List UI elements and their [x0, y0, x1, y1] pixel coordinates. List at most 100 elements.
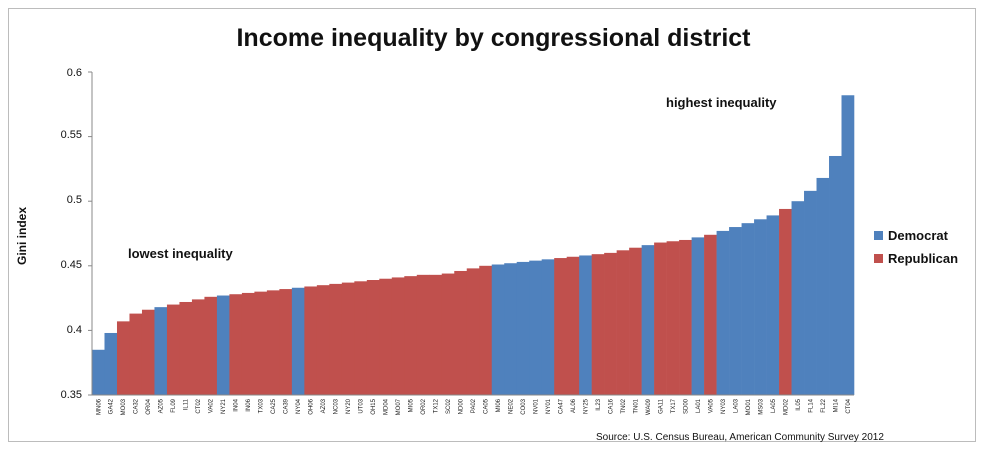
bar-ND00: [454, 270, 468, 395]
x-tick-label: CO03: [521, 398, 527, 414]
legend-item-democrat: Democrat: [874, 228, 958, 243]
bar-NE02: [504, 263, 518, 395]
bar-VA02: [204, 296, 218, 395]
x-tick-label: LA03: [733, 398, 739, 413]
x-tick-label: CA05: [483, 398, 489, 414]
x-tick-label: FL22: [821, 398, 827, 412]
bar-OH15: [366, 280, 380, 395]
x-tick-label: ND00: [459, 398, 465, 414]
bar-GA42: [104, 332, 118, 395]
x-tick-label: NY03: [721, 398, 727, 414]
x-tick-label: CT02: [196, 398, 202, 413]
x-tick-label: AZ03: [321, 398, 327, 413]
bar-AZ05: [154, 307, 168, 395]
x-tick-label: MN06: [96, 398, 102, 415]
x-tick-label: AL06: [571, 398, 577, 413]
bar-MD04: [379, 278, 393, 395]
bar-MI05: [404, 276, 418, 395]
x-tick-label: MO03: [121, 398, 127, 415]
bar-OR04: [141, 309, 155, 395]
y-tick-label: 0.4: [66, 324, 82, 336]
bar-FL14: [804, 190, 817, 395]
y-tick-label: 0.45: [60, 259, 82, 271]
bar-FL22: [816, 177, 830, 395]
x-tick-label: SC02: [446, 398, 452, 414]
bar-SC02: [441, 273, 455, 395]
bar-NY03: [716, 230, 730, 395]
x-tick-label: NY01: [546, 398, 552, 414]
bar-CT02: [191, 299, 205, 395]
x-tick-label: TN01: [633, 398, 639, 413]
x-tick-label: VA05: [708, 398, 714, 413]
bar-FL09: [166, 304, 180, 395]
bar-NC03: [329, 283, 343, 395]
source-note: Source: U.S. Census Bureau, American Com…: [596, 432, 884, 443]
legend-label: Democrat: [888, 228, 948, 243]
x-tick-label: MI05: [409, 398, 415, 412]
bar-TX12: [429, 274, 443, 395]
bar-MI14: [829, 155, 842, 395]
x-tick-label: NY25: [583, 398, 589, 414]
x-tick-label: TX03: [259, 398, 265, 413]
x-tick-label: NY21: [221, 398, 227, 414]
x-tick-label: CT04: [846, 398, 852, 413]
bar-CT04: [841, 95, 855, 395]
bar-MO07: [391, 277, 405, 395]
legend-item-republican: Republican: [874, 251, 958, 266]
x-tick-label: MD02: [783, 398, 789, 415]
x-tick-label: MD04: [384, 398, 390, 415]
x-tick-label: TX12: [434, 398, 440, 413]
bar-MD02: [779, 208, 792, 395]
x-tick-label: IN04: [234, 398, 240, 411]
x-tick-label: SD00: [683, 398, 689, 414]
bar-IL23: [591, 254, 605, 395]
bar-AZ03: [316, 285, 330, 395]
legend-label: Republican: [888, 251, 959, 266]
bar-CA32: [129, 313, 143, 395]
legend-swatch-republican: [874, 254, 883, 263]
bar-MI06: [491, 264, 505, 395]
x-tick-label: FL09: [171, 398, 177, 412]
bar-AL06: [566, 256, 580, 395]
bar-NY04: [291, 287, 305, 395]
x-tick-label: GA11: [658, 398, 664, 414]
x-tick-label: MI14: [833, 398, 839, 412]
x-tick-label: NY20: [346, 398, 352, 414]
bar-SD00: [679, 239, 692, 395]
bar-NV01: [529, 260, 542, 395]
x-tick-label: GA42: [109, 398, 115, 414]
bar-LA05: [766, 215, 780, 395]
x-tick-label: LA05: [771, 398, 777, 413]
x-tick-label: CA16: [608, 398, 614, 414]
bar-MO03: [116, 321, 130, 395]
bar-CA16: [604, 252, 617, 395]
x-tick-label: MO01: [746, 398, 752, 415]
x-tick-label: OH06: [309, 398, 315, 414]
x-tick-label: TN02: [621, 398, 627, 413]
x-tick-label: OR02: [421, 398, 427, 414]
bar-CA05: [479, 265, 493, 395]
bar-LA01: [691, 237, 705, 395]
x-tick-label: NE02: [508, 398, 514, 414]
x-tick-label: PA02: [471, 398, 477, 413]
legend-swatch-democrat: [874, 231, 883, 240]
bar-CA39: [279, 289, 293, 395]
x-tick-label: CA47: [558, 398, 564, 414]
bar-NY20: [341, 282, 355, 395]
x-tick-label: CA39: [284, 398, 290, 414]
bar-IL11: [179, 301, 193, 395]
x-tick-label: TX17: [671, 398, 677, 413]
bar-OR02: [416, 274, 430, 395]
x-tick-label: IL05: [796, 398, 802, 410]
bar-GA11: [654, 242, 667, 395]
x-tick-label: MI06: [496, 398, 502, 412]
legend: Democrat Republican: [874, 228, 958, 274]
bar-IL05: [791, 201, 805, 395]
y-tick-label: 0.35: [60, 389, 82, 401]
y-tick-label: 0.5: [66, 194, 82, 206]
bar-LA03: [729, 227, 742, 395]
x-tick-label: NY04: [296, 398, 302, 414]
x-tick-label: MO07: [396, 398, 402, 415]
x-tick-label: CA25: [271, 398, 277, 414]
